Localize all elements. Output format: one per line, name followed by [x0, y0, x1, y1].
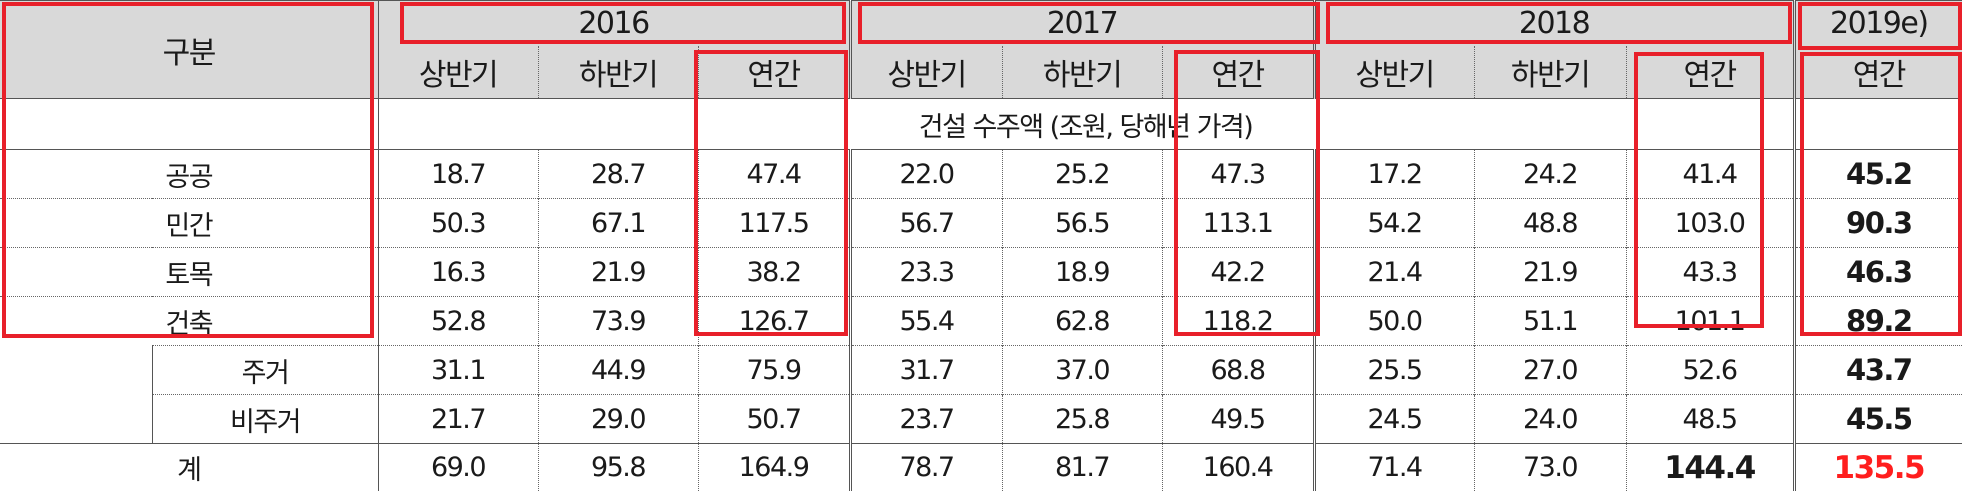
cell: 22.0 — [850, 150, 1002, 199]
cell: 44.9 — [538, 346, 698, 395]
cell: 17.2 — [1314, 150, 1474, 199]
table-row: 토목 16.3 21.9 38.2 23.3 18.9 42.2 21.4 21… — [0, 248, 1962, 297]
note-spacer-2019 — [1794, 99, 1962, 150]
cell: 27.0 — [1474, 346, 1626, 395]
cell: 50.7 — [698, 395, 850, 444]
row-label: 건축 — [0, 297, 378, 346]
row-label: 토목 — [0, 248, 378, 297]
cell: 73.9 — [538, 297, 698, 346]
header-2016-h2: 하반기 — [538, 46, 698, 99]
cell-2019: 90.3 — [1794, 199, 1962, 248]
cell: 25.5 — [1314, 346, 1474, 395]
cell: 117.5 — [698, 199, 850, 248]
table-row: 비주거 21.7 29.0 50.7 23.7 25.8 49.5 24.5 2… — [0, 395, 1962, 444]
cell: 16.3 — [378, 248, 538, 297]
unit-note: 건설 수주액 (조원, 당해년 가격) — [378, 99, 1794, 150]
cell: 24.2 — [1474, 150, 1626, 199]
cell: 75.9 — [698, 346, 850, 395]
cell: 42.2 — [1162, 248, 1314, 297]
header-row-years: 구분 2016 2017 2018 2019e) — [0, 1, 1962, 47]
header-year-2018: 2018 — [1314, 1, 1794, 47]
cell: 101.1 — [1626, 297, 1794, 346]
cell: 50.3 — [378, 199, 538, 248]
table-row: 건축 52.8 73.9 126.7 55.4 62.8 118.2 50.0 … — [0, 297, 1962, 346]
cell-2019: 46.3 — [1794, 248, 1962, 297]
header-2018-annual: 연간 — [1626, 46, 1794, 99]
header-year-2017: 2017 — [850, 1, 1314, 47]
cell: 38.2 — [698, 248, 850, 297]
table-row: 민간 50.3 67.1 117.5 56.7 56.5 113.1 54.2 … — [0, 199, 1962, 248]
cell: 25.2 — [1002, 150, 1162, 199]
cell: 47.4 — [698, 150, 850, 199]
cell: 24.0 — [1474, 395, 1626, 444]
cell: 50.0 — [1314, 297, 1474, 346]
row-label: 공공 — [0, 150, 378, 199]
cell: 48.8 — [1474, 199, 1626, 248]
header-2016-h1: 상반기 — [378, 46, 538, 99]
cell: 31.7 — [850, 346, 1002, 395]
cell: 21.4 — [1314, 248, 1474, 297]
header-gubun: 구분 — [0, 1, 378, 99]
header-year-2019: 2019e) — [1794, 1, 1962, 47]
cell: 43.3 — [1626, 248, 1794, 297]
cell-2019: 43.7 — [1794, 346, 1962, 395]
header-year-2016: 2016 — [378, 1, 850, 47]
cell: 21.9 — [1474, 248, 1626, 297]
header-2016-annual: 연간 — [698, 46, 850, 99]
cell: 41.4 — [1626, 150, 1794, 199]
cell: 18.9 — [1002, 248, 1162, 297]
cell: 18.7 — [378, 150, 538, 199]
cell: 62.8 — [1002, 297, 1162, 346]
cell: 113.1 — [1162, 199, 1314, 248]
header-2018-h1: 상반기 — [1314, 46, 1474, 99]
row-label-sub: 비주거 — [152, 395, 378, 444]
cell-2019: 45.2 — [1794, 150, 1962, 199]
cell: 118.2 — [1162, 297, 1314, 346]
cell: 31.1 — [378, 346, 538, 395]
table-row: 주거 31.1 44.9 75.9 31.7 37.0 68.8 25.5 27… — [0, 346, 1962, 395]
cell-2019: 89.2 — [1794, 297, 1962, 346]
row-label: 민간 — [0, 199, 378, 248]
cell: 21.7 — [378, 395, 538, 444]
cell: 49.5 — [1162, 395, 1314, 444]
cell: 54.2 — [1314, 199, 1474, 248]
cell: 23.3 — [850, 248, 1002, 297]
cell: 56.7 — [850, 199, 1002, 248]
cell: 103.0 — [1626, 199, 1794, 248]
indent-spacer — [0, 346, 152, 395]
cell: 25.8 — [1002, 395, 1162, 444]
cell: 52.8 — [378, 297, 538, 346]
table-body: 공공 18.7 28.7 47.4 22.0 25.2 47.3 17.2 24… — [0, 150, 1962, 491]
cell: 56.5 — [1002, 199, 1162, 248]
cell: 48.5 — [1626, 395, 1794, 444]
header-2017-annual: 연간 — [1162, 46, 1314, 99]
cell: 29.0 — [538, 395, 698, 444]
cell: 23.7 — [850, 395, 1002, 444]
cell: 28.7 — [538, 150, 698, 199]
note-row: 건설 수주액 (조원, 당해년 가격) — [0, 99, 1962, 150]
cell: 55.4 — [850, 297, 1002, 346]
table-row: 공공 18.7 28.7 47.4 22.0 25.2 47.3 17.2 24… — [0, 150, 1962, 199]
cell: 24.5 — [1314, 395, 1474, 444]
header-2017-h1: 상반기 — [850, 46, 1002, 99]
row-label-sub: 주거 — [152, 346, 378, 395]
header-2017-h2: 하반기 — [1002, 46, 1162, 99]
cell: 37.0 — [1002, 346, 1162, 395]
cell: 21.9 — [538, 248, 698, 297]
cell: 126.7 — [698, 297, 850, 346]
header-2018-h2: 하반기 — [1474, 46, 1626, 99]
indent-spacer — [0, 395, 152, 444]
cell: 68.8 — [1162, 346, 1314, 395]
cell: 47.3 — [1162, 150, 1314, 199]
cell-2019: 45.5 — [1794, 395, 1962, 444]
header-2019-annual: 연간 — [1794, 46, 1962, 99]
cell: 67.1 — [538, 199, 698, 248]
cell: 52.6 — [1626, 346, 1794, 395]
note-spacer — [0, 99, 378, 150]
cell: 51.1 — [1474, 297, 1626, 346]
